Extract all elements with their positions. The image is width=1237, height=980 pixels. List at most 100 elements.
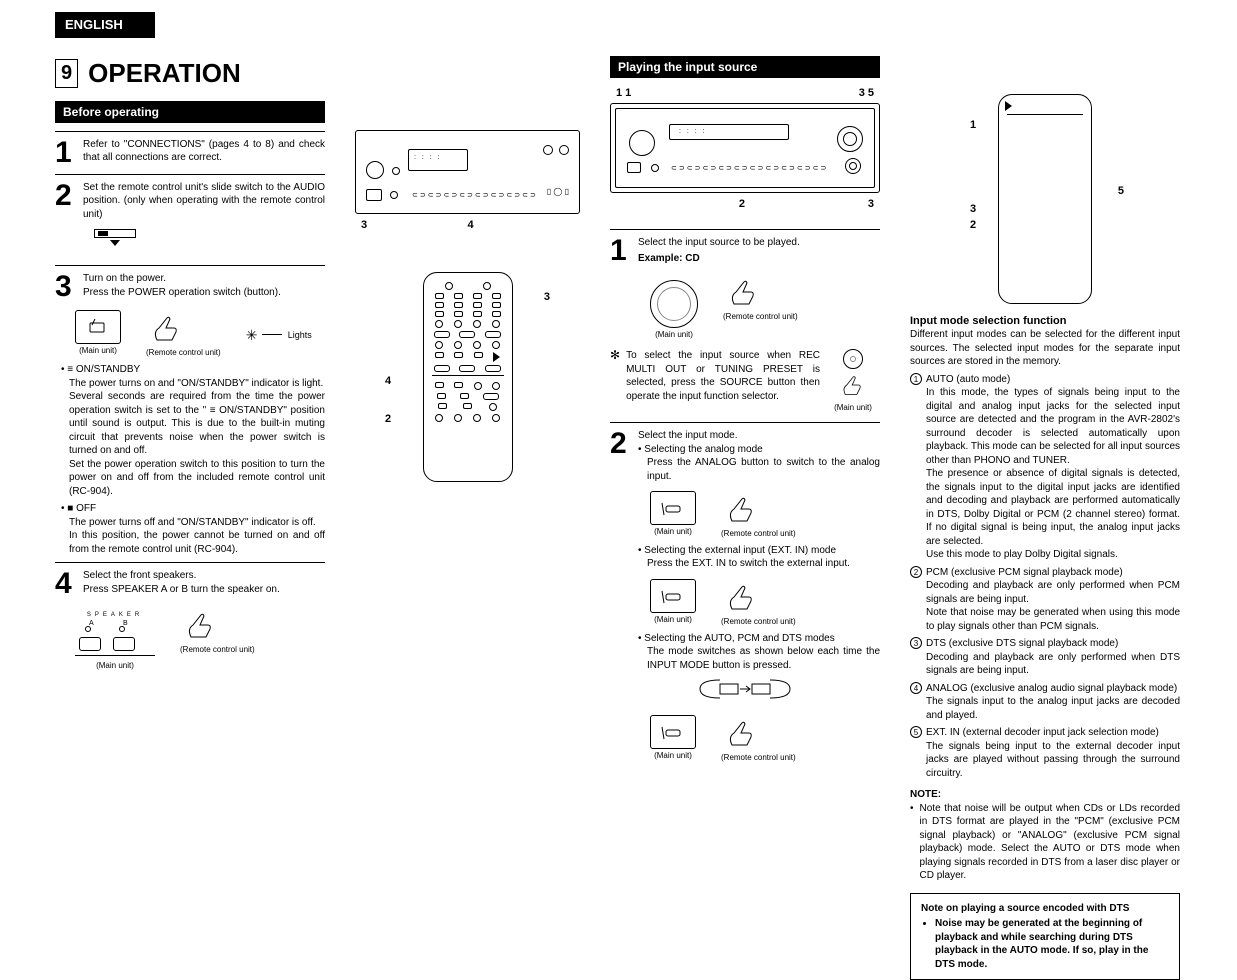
analog-mode-body: Press the ANALOG button to switch to the…: [638, 456, 880, 483]
col-2: : : : : ⊂⊃⊂⊃⊂⊃⊂⊃⊂⊃⊂⊃⊂⊃⊂⊃ ▯ ◯ ▯ 3 4: [355, 56, 580, 980]
remote-callout-4: 4: [385, 374, 391, 389]
mu-cap-d: (Main unit): [650, 751, 696, 762]
power-button-remote-icon: [146, 310, 188, 346]
dts-note-box: Note on playing a source encoded with DT…: [910, 893, 1180, 980]
step-3-lead: Turn on the power.: [83, 272, 325, 286]
mode-main-icon: [650, 715, 696, 749]
front-panel-diagram-2: : : : : ⊂⊃⊂⊃⊂⊃⊂⊃⊂⊃⊂⊃⊂⊃⊂⊃⊂⊃⊂⊃: [610, 103, 880, 193]
play-step-1-num: 1: [610, 236, 628, 266]
ext-mode-h: Selecting the external input (EXT. IN) m…: [644, 545, 836, 556]
mode-5-b: The signals being input to the external …: [926, 740, 1180, 781]
ru-cap-a: (Remote control unit): [723, 312, 798, 323]
step-1-number: 1: [55, 138, 73, 168]
section-number: 9: [55, 59, 78, 88]
remote-hand-a: [723, 274, 765, 310]
example-cd: Example: CD: [638, 252, 880, 266]
step-1-text: Refer to "CONNECTIONS" (pages 4 to 8) an…: [83, 138, 325, 168]
ru-cap-d: (Remote control unit): [721, 753, 796, 764]
mu-cap-a: (Main unit): [650, 330, 698, 341]
mode-1-h: AUTO (auto mode): [926, 374, 1010, 385]
remote-diagram-1: [423, 272, 513, 482]
mode-2-h: PCM (exclusive PCM signal playback mode): [926, 567, 1123, 578]
remote-hand-icon-4: [180, 607, 222, 643]
before-operating-heading: Before operating: [55, 101, 325, 123]
mode-3-b: Decoding and playback are only performed…: [926, 651, 1180, 678]
bottom-callout-2: 2: [739, 197, 745, 212]
onstandby-p2: Several seconds are required from the ti…: [55, 390, 325, 458]
mode-2-b1: Decoding and playback are only performed…: [926, 579, 1180, 606]
c4-callout-1: 1: [970, 118, 976, 133]
col-3: Playing the input source 1 1 3 5 : : : :…: [610, 56, 880, 980]
remote-unit-caption: (Remote control unit): [146, 348, 221, 359]
col-1: 9 OPERATION Before operating 1 Refer to …: [55, 56, 325, 980]
step-3-number: 3: [55, 272, 73, 302]
analog-main-icon: [650, 491, 696, 525]
mode-4-b: The signals input to the analog input ja…: [926, 695, 1180, 722]
step-2-text: Set the remote control unit's slide swit…: [83, 181, 325, 222]
mode-1-b3: Use this mode to play Dolby Digital sign…: [926, 548, 1180, 562]
remote-callout-3: 3: [544, 290, 550, 305]
off-p2: In this position, the power cannot be tu…: [55, 529, 325, 556]
mode-cycle-icon: [610, 678, 880, 707]
play-step-2-num: 2: [610, 429, 628, 483]
analog-mode-h: Selecting the analog mode: [644, 444, 762, 455]
source-knob-icon: [650, 280, 698, 328]
off-bullet: • ■ OFF: [55, 502, 325, 516]
auto-mode-h: Selecting the AUTO, PCM and DTS modes: [644, 633, 834, 644]
step-4-number: 4: [55, 569, 73, 599]
onstandby-bullet: • ≡ ON/STANDBY: [55, 363, 325, 377]
asterisk-icon: ✻: [610, 349, 620, 414]
mode-5-h: EXT. IN (external decoder input jack sel…: [926, 727, 1159, 738]
remote-callout-2: 2: [385, 412, 391, 427]
mode-1-b2: The presence or absence of digital signa…: [926, 467, 1180, 548]
step-4-sub: Press SPEAKER A or B turn the speaker on…: [83, 583, 325, 597]
off-p1: The power turns off and "ON/STANDBY" ind…: [55, 516, 325, 530]
onstandby-p1: The power turns on and "ON/STANDBY" indi…: [55, 377, 325, 391]
front-panel-diagram-1: : : : : ⊂⊃⊂⊃⊂⊃⊂⊃⊂⊃⊂⊃⊂⊃⊂⊃ ▯ ◯ ▯: [355, 130, 580, 214]
callout-3: 3: [361, 218, 367, 233]
bottom-callout-3: 3: [868, 197, 874, 212]
ru-cap-c: (Remote control unit): [721, 617, 796, 628]
mu-cap-mini: (Main unit): [834, 403, 872, 414]
power-button-main-icon: [75, 310, 121, 344]
col-4: 1 5 3 2 Input mode selection function Di…: [910, 56, 1180, 980]
speaker-ab-icon: SPEAKER A B: [75, 611, 155, 659]
analog-remote-icon: [721, 491, 763, 527]
mu-cap-c: (Main unit): [650, 615, 696, 626]
remote-unit-caption-4: (Remote control unit): [180, 645, 255, 656]
imsf-heading: Input mode selection function: [910, 314, 1180, 329]
main-unit-caption-4: (Main unit): [75, 661, 155, 672]
dts-box-body: Noise may be generated at the beginning …: [935, 917, 1169, 971]
note-heading: NOTE:: [910, 789, 941, 800]
mode-1-b1: In this mode, the types of signals being…: [926, 386, 1180, 467]
c4-callout-5: 5: [1118, 184, 1124, 199]
dts-box-heading: Note on playing a source encoded with DT…: [921, 902, 1169, 916]
lights-indicator: Lights: [246, 329, 312, 341]
ext-remote-icon: [721, 579, 763, 615]
auto-mode-body: The mode switches as shown below each ti…: [610, 645, 880, 672]
playing-heading: Playing the input source: [610, 56, 880, 78]
section-title: OPERATION: [88, 56, 241, 91]
ext-mode-body: Press the EXT. IN to switch the external…: [610, 557, 880, 571]
mode-remote-icon: [721, 715, 763, 751]
imsf-intro: Different input modes can be selected fo…: [910, 328, 1180, 369]
ru-cap-b: (Remote control unit): [721, 529, 796, 540]
mode-4-h: ANALOG (exclusive analog audio signal pl…: [926, 683, 1177, 694]
ext-main-icon: [650, 579, 696, 613]
mu-cap-b: (Main unit): [650, 527, 696, 538]
c4-callout-3: 3: [970, 202, 976, 217]
mode-2-b2: Note that noise may be generated when us…: [926, 606, 1180, 633]
play-step-1-text: Select the input source to be played.: [638, 236, 880, 250]
callout-4: 4: [468, 218, 474, 233]
top-callout-11: 1 1: [616, 86, 631, 101]
play-step-2-text: Select the input mode.: [638, 429, 880, 443]
note-body: Note that noise will be output when CDs …: [920, 802, 1180, 883]
remote-diagram-2: [998, 94, 1092, 304]
top-callout-35: 3 5: [859, 86, 874, 101]
c4-callout-2: 2: [970, 218, 976, 233]
source-select-note: To select the input source when REC MULT…: [626, 349, 820, 414]
mini-knob-icon: [843, 349, 863, 369]
language-label: ENGLISH: [55, 12, 155, 38]
slide-switch-icon: [85, 229, 145, 257]
step-3-sub: Press the POWER operation switch (button…: [83, 286, 325, 300]
